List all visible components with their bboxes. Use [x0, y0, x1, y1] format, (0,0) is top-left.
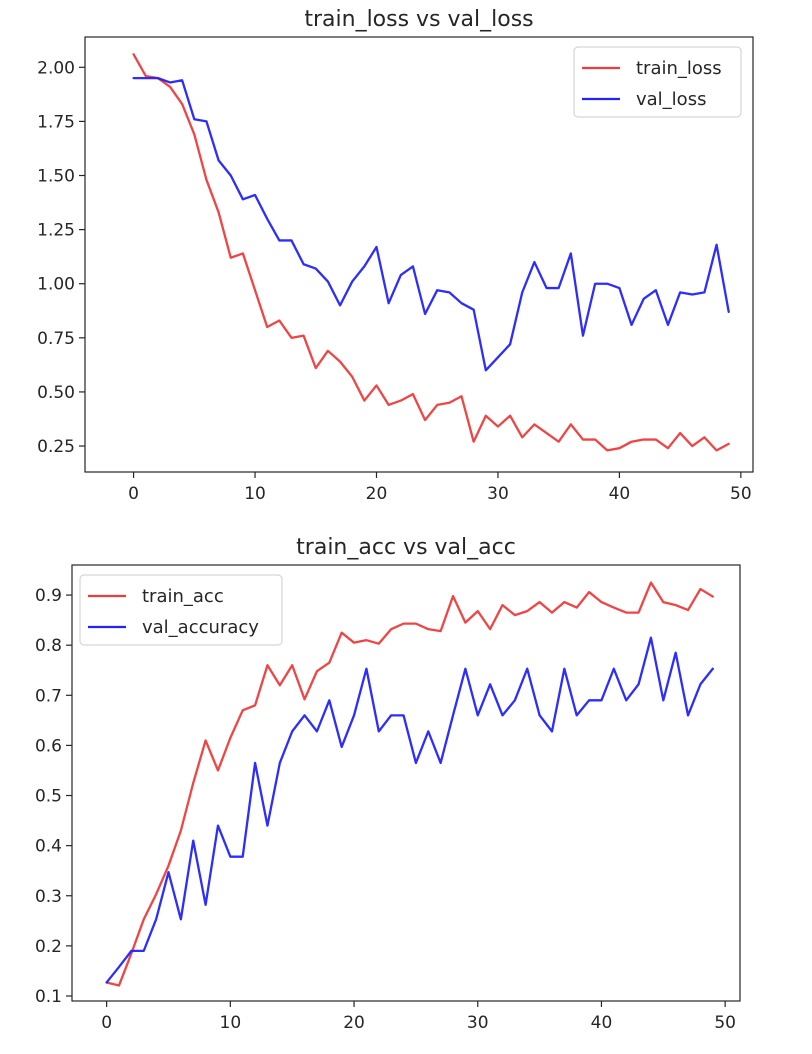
x-tick-label: 40: [609, 484, 631, 504]
legend-label-val_loss: val_loss: [636, 89, 706, 110]
y-tick-label: 1.50: [37, 167, 75, 187]
y-tick-label: 0.1: [35, 987, 62, 1007]
y-tick-label: 0.7: [35, 686, 62, 706]
x-tick-label: 50: [714, 1013, 736, 1033]
x-tick-label: 0: [128, 484, 139, 504]
chart-title: train_loss vs val_loss: [304, 7, 533, 32]
x-tick-label: 10: [220, 1013, 242, 1033]
chart-1: train_loss vs val_loss 0 10 20 30 40 50 0.25 0.5…: [37, 7, 754, 504]
legend: train_loss val_loss: [573, 46, 742, 118]
y-tick-label: 0.3: [35, 887, 62, 907]
x-tick-label: 0: [101, 1013, 112, 1033]
series-line-val_loss: [132, 76, 730, 372]
x-tick-label: 50: [730, 484, 752, 504]
x-tick-label: 10: [244, 484, 266, 504]
x-tick-label: 40: [591, 1013, 613, 1033]
y-tick-label: 2.00: [37, 58, 75, 78]
x-tick-label: 20: [343, 1013, 365, 1033]
legend-label-train_acc: train_acc: [142, 586, 224, 607]
y-tick-label: 0.25: [37, 437, 75, 457]
series-line-train_acc: [105, 581, 714, 987]
chart-2: train_acc vs val_acc 0 10 20 30 40 50 0.1 0.2 0.3…: [35, 535, 741, 1033]
y-tick-label: 0.5: [35, 787, 62, 807]
y-tick-label: 1.25: [37, 221, 75, 241]
y-tick-label: 0.9: [35, 586, 62, 606]
y-tick-label: 1.75: [37, 112, 75, 132]
plot-frame: [71, 564, 741, 1002]
legend-label-train_loss: train_loss: [636, 58, 722, 79]
x-tick-label: 20: [366, 484, 388, 504]
y-tick-label: 0.50: [37, 383, 75, 403]
y-tick-label: 0.75: [37, 329, 75, 349]
legend-box: [79, 574, 283, 646]
y-tick-label: 1.00: [37, 275, 75, 295]
x-tick-label: 30: [487, 484, 509, 504]
chart-title: train_acc vs val_acc: [296, 535, 516, 560]
legend-label-val_accuracy: val_accuracy: [142, 617, 259, 638]
legend: train_acc val_accuracy: [79, 574, 283, 646]
y-tick-label: 0.8: [35, 636, 62, 656]
plot-frame: [84, 36, 754, 473]
y-tick-label: 0.6: [35, 736, 62, 756]
x-tick-label: 30: [467, 1013, 489, 1033]
y-tick-label: 0.2: [35, 937, 62, 957]
y-tick-label: 0.4: [35, 837, 62, 857]
series-line-train_loss: [132, 53, 730, 452]
series-line-val_accuracy: [105, 636, 714, 984]
